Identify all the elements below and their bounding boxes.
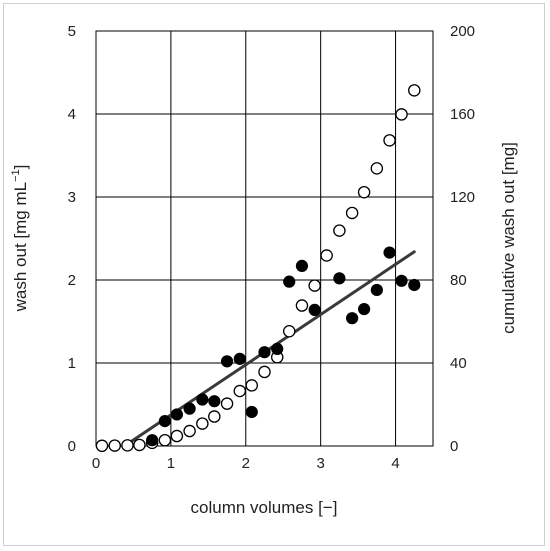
x-tick-label: 0 bbox=[92, 455, 100, 472]
cumulative-point bbox=[258, 365, 271, 379]
cumulative-point bbox=[395, 108, 408, 121]
cumulative-point bbox=[95, 439, 109, 453]
x-tick-label: 1 bbox=[167, 455, 175, 472]
x-tick-label: 2 bbox=[242, 455, 250, 472]
wash-out-point bbox=[208, 395, 221, 408]
wash-out-point bbox=[183, 402, 196, 415]
cumulative-point bbox=[295, 299, 309, 312]
wash-out-point bbox=[395, 274, 408, 287]
cumulative-point bbox=[170, 429, 184, 443]
wash-out-point bbox=[333, 272, 346, 285]
cumulative-point bbox=[233, 384, 247, 398]
cumulative-point bbox=[196, 417, 209, 430]
cumulative-point bbox=[320, 249, 333, 262]
plot-border bbox=[95, 30, 434, 447]
y-left-tick-label: 4 bbox=[68, 106, 76, 123]
wash-out-point bbox=[383, 246, 396, 259]
cumulative-point bbox=[133, 438, 146, 452]
y-left-tick-label: 0 bbox=[68, 438, 76, 455]
y-right-tick-label: 120 bbox=[450, 189, 475, 206]
y-right-tick-labels: 0 40 80 120 160 200 bbox=[450, 23, 475, 455]
x-tick-label: 4 bbox=[391, 455, 399, 472]
cumulative-point bbox=[245, 379, 259, 392]
cumulative-point bbox=[345, 206, 359, 220]
y-left-tick-label: 1 bbox=[68, 355, 76, 372]
wash-out-point bbox=[196, 393, 209, 406]
y-left-tick-label: 3 bbox=[68, 189, 76, 206]
plot-area-border bbox=[95, 30, 434, 447]
wash-out-point bbox=[308, 303, 321, 316]
cumulative-point bbox=[108, 439, 121, 452]
y-right-tick-label: 200 bbox=[450, 23, 475, 40]
cumulative-point bbox=[183, 424, 196, 438]
chart-frame bbox=[3, 3, 545, 546]
y-right-tick-label: 80 bbox=[450, 272, 467, 289]
cumulative-point bbox=[357, 185, 371, 199]
x-tick-labels: 0 1 2 3 4 bbox=[92, 455, 400, 472]
cumulative-point bbox=[370, 162, 384, 175]
y-right-tick-label: 0 bbox=[450, 438, 458, 455]
wash-out-point bbox=[358, 302, 371, 316]
wash-out-point bbox=[245, 405, 258, 419]
cumulative-point bbox=[308, 279, 321, 292]
cumulative-point bbox=[333, 224, 346, 237]
grid-lines bbox=[95, 30, 433, 447]
y-left-tick-label: 2 bbox=[68, 272, 76, 289]
y-left-title-main: wash out [mg mL bbox=[11, 182, 30, 312]
y-left-title-sup: −1 bbox=[10, 169, 22, 182]
y-left-tick-label: 5 bbox=[68, 23, 76, 40]
y-right-axis-title: cumulative wash out [mg] bbox=[499, 142, 518, 334]
y-right-tick-label: 40 bbox=[450, 355, 467, 372]
wash-out-point bbox=[158, 415, 171, 428]
wash-out-point bbox=[370, 283, 383, 297]
y-right-tick-label: 160 bbox=[450, 106, 475, 123]
wash-out-point bbox=[283, 275, 296, 288]
cumulative-point bbox=[121, 439, 134, 452]
wash-out-point bbox=[170, 408, 183, 421]
cumulative-wash-out-series bbox=[95, 84, 421, 453]
wash-out-point bbox=[271, 342, 284, 355]
cumulative-point bbox=[208, 410, 221, 423]
cumulative-point bbox=[220, 397, 234, 410]
wash-out-point bbox=[146, 434, 159, 447]
y-left-axis-title: wash out [mg mL−1] bbox=[10, 165, 30, 313]
x-axis-title: column volumes [−] bbox=[191, 498, 338, 517]
wash-out-point bbox=[258, 346, 271, 359]
wash-out-point bbox=[408, 278, 421, 292]
wash-out-point bbox=[233, 352, 246, 365]
cumulative-point bbox=[383, 134, 396, 147]
cumulative-point bbox=[282, 325, 296, 338]
wash-out-point bbox=[220, 355, 234, 368]
wash-out-point bbox=[295, 259, 309, 272]
wash-out-point bbox=[346, 312, 359, 325]
wash-out-series bbox=[146, 246, 421, 447]
y-left-title-end: ] bbox=[11, 165, 30, 170]
y-left-tick-labels: 0 1 2 3 4 5 bbox=[68, 23, 76, 455]
x-tick-label: 3 bbox=[316, 455, 324, 472]
cumulative-point bbox=[408, 84, 421, 97]
cumulative-point bbox=[158, 433, 172, 447]
